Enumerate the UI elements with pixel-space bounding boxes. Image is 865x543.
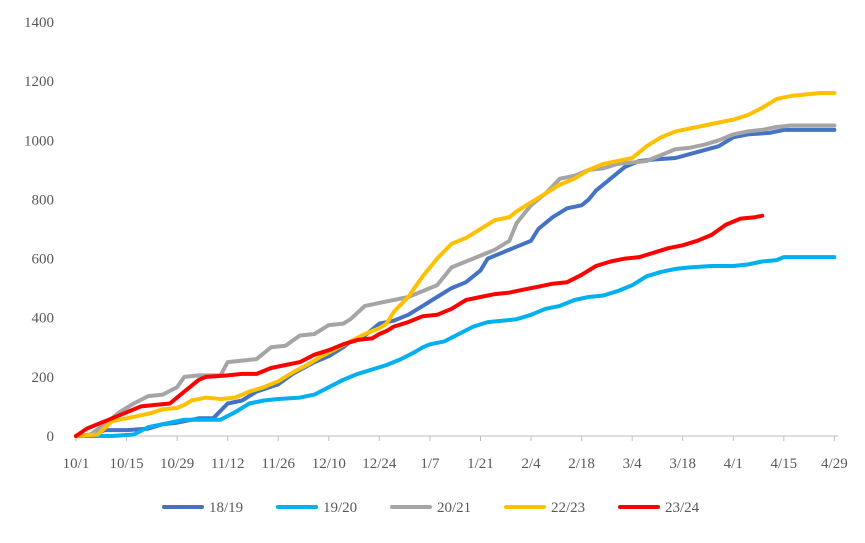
- series-line-19-20: [74, 255, 837, 438]
- y-tick-label: 200: [32, 370, 55, 386]
- x-tick-label: 3/4: [623, 456, 643, 472]
- x-tick-label: 4/29: [821, 456, 848, 472]
- legend-label: 23/24: [665, 500, 700, 516]
- y-axis-ticks: 0 200 400 600 800 1000 1200 1400: [24, 15, 54, 445]
- x-tick-label: 11/26: [261, 456, 295, 472]
- x-tick-label: 4/15: [770, 456, 797, 472]
- x-tick-label: 1/21: [467, 456, 494, 472]
- y-tick-label: 1200: [24, 74, 54, 90]
- y-tick-label: 600: [32, 252, 55, 268]
- x-tick-label: 11/12: [211, 456, 245, 472]
- series-line-18-19: [74, 127, 837, 438]
- x-tick-label: 2/4: [521, 456, 541, 472]
- legend-label: 18/19: [209, 500, 243, 516]
- series-lines: [74, 91, 837, 438]
- y-tick-label: 800: [32, 192, 55, 208]
- series-line-20-21: [74, 123, 837, 438]
- y-tick-label: 400: [32, 311, 55, 327]
- y-tick-label: 0: [47, 429, 55, 445]
- legend-label: 19/20: [323, 500, 357, 516]
- x-tick-label: 12/10: [312, 456, 346, 472]
- legend-label: 22/23: [551, 500, 585, 516]
- x-tick-label: 1/7: [420, 456, 440, 472]
- legend-label: 20/21: [437, 500, 471, 516]
- x-tick-label: 2/18: [568, 456, 595, 472]
- x-tick-label: 10/29: [160, 456, 194, 472]
- x-tick-label: 4/1: [724, 456, 743, 472]
- legend: 18/19 19/20 20/21 22/23 23/24: [162, 500, 700, 516]
- x-tick-label: 12/24: [362, 456, 397, 472]
- series-line-22-23: [74, 91, 837, 438]
- x-tick-label: 10/1: [63, 456, 90, 472]
- x-axis: 10/1 10/15 10/29 11/12 11/26 12/10 12/24 1/7 1/2…: [63, 435, 848, 472]
- series-line-23-24: [74, 213, 765, 438]
- y-tick-label: 1000: [24, 133, 54, 149]
- y-tick-label: 1400: [24, 15, 54, 31]
- x-tick-label: 3/18: [669, 456, 696, 472]
- x-tick-label: 10/15: [109, 456, 143, 472]
